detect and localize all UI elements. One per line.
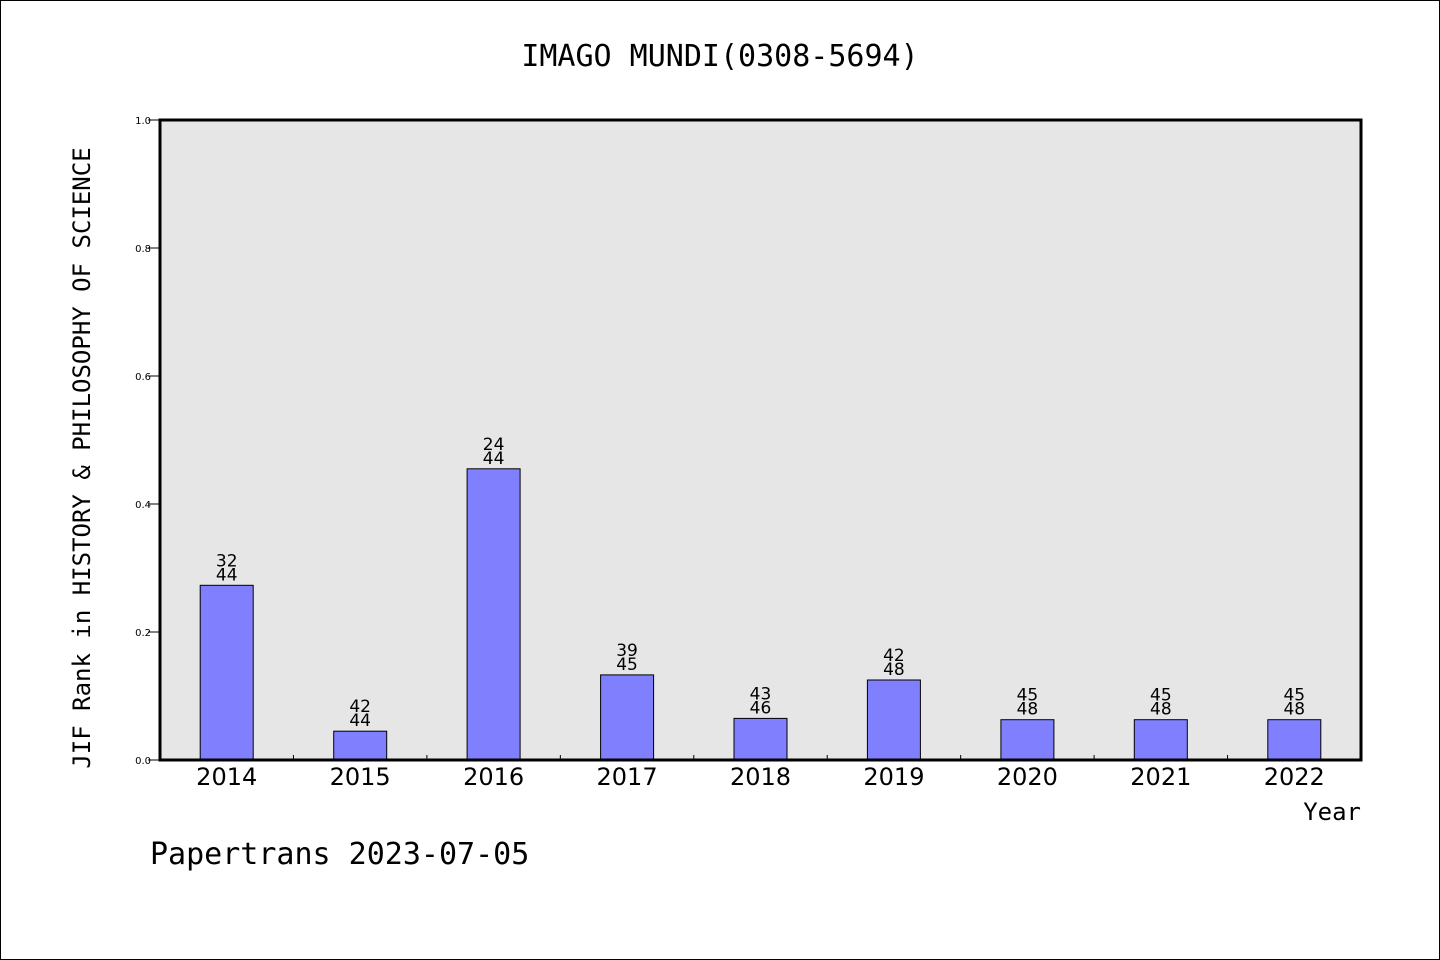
y-axis-label: JIF Rank in HISTORY & PHILOSOPHY OF SCIE… [68,147,96,768]
bar-2021 [1133,719,1188,761]
x-tick-label-2015: 2015 [330,763,391,791]
x-tick-label-2018: 2018 [730,763,791,791]
y-tick-label-1.0: 1.0 [135,116,151,127]
bar-2017 [600,674,655,761]
x-tick-label-2016: 2016 [463,763,524,791]
bar-label-rank-2016: 24 [483,435,505,455]
bar-label-total-2017: 45 [616,655,638,675]
bar-label-total-2015: 44 [349,711,371,731]
bar-label-total-2016: 44 [483,449,505,469]
bar-2022 [1267,719,1322,761]
y-tick-label-0.6: 0.6 [135,372,151,383]
footer-source-date: Papertrans 2023-07-05 [150,837,529,872]
y-axis: 0.0 0.2 0.4 0.6 0.8 1.0 [135,116,160,767]
bar-label-total-2019: 48 [883,660,905,680]
bar-label-rank-2015: 42 [349,697,371,717]
x-tick-label-2014: 2014 [196,763,257,791]
bar-label-rank-2018: 43 [750,684,772,704]
x-tick-label-2019: 2019 [863,763,924,791]
y-tick-label-0.8: 0.8 [135,244,151,255]
chart-title: IMAGO MUNDI(0308-5694) [521,39,918,74]
bar-2014 [199,584,254,761]
bar-2019 [866,679,921,761]
bar-2018 [733,717,788,761]
bars-layer [199,468,1322,761]
bar-label-total-2018: 46 [750,698,772,718]
bar-label-rank-2021: 45 [1150,686,1172,706]
x-tick-label-2022: 2022 [1264,763,1325,791]
bar-label-rank-2022: 45 [1283,686,1305,706]
bar-2020 [1000,719,1055,761]
bar-label-total-2014: 44 [216,565,238,585]
plot-area [160,120,1361,760]
plot-border [158,118,1363,762]
bar-label-total-2020: 48 [1017,700,1039,720]
bar-label-rank-2014: 32 [216,551,238,571]
bar-label-total-2022: 48 [1283,700,1305,720]
bar-label-rank-2020: 45 [1017,686,1039,706]
bar-2016 [466,468,521,761]
bar-label-rank-2019: 42 [883,646,905,666]
y-tick-label-0.2: 0.2 [135,628,151,639]
x-axis-label: Year [1303,798,1361,826]
bar-2015 [333,730,388,761]
x-tick-label-2017: 2017 [597,763,658,791]
x-tick-label-2021: 2021 [1130,763,1191,791]
x-tick-label-2020: 2020 [997,763,1058,791]
y-tick-label-0.4: 0.4 [135,500,151,511]
x-axis: 2014 2015 2016 2017 2018 2019 2020 2021 2022 [196,755,1325,791]
y-tick-label-0.0: 0.0 [135,756,151,767]
bar-label-total-2021: 48 [1150,700,1172,720]
bar-label-rank-2017: 39 [616,641,638,661]
